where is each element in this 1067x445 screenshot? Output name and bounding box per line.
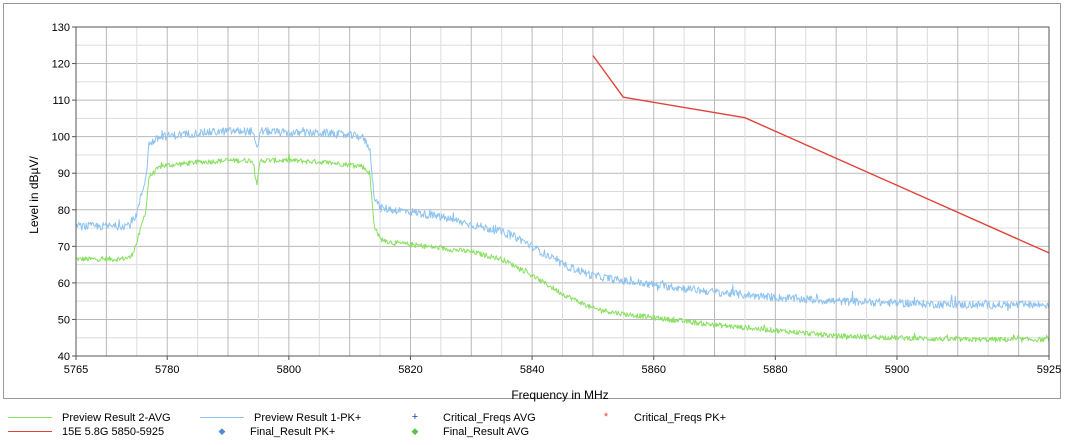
x-tick-label: 5925: [1037, 364, 1061, 376]
legend-label-final-pk: Final_Result PK+: [250, 425, 336, 438]
legend-item-final-pk: ◆ Final_Result PK+: [200, 425, 336, 438]
legend-label-preview-avg: Preview Result 2-AVG: [62, 411, 171, 424]
x-tick-label: 5840: [520, 364, 544, 376]
series-line-1: [75, 126, 1050, 311]
series-line-0: [75, 153, 1050, 343]
legend: Preview Result 2-AVG Preview Result 1-PK…: [0, 408, 1067, 445]
legend-item-preview-avg: Preview Result 2-AVG: [8, 411, 171, 424]
y-tick-label: 50: [58, 314, 70, 326]
y-tick-label: 130: [52, 22, 70, 34]
legend-line-limit: [8, 431, 52, 432]
y-tick-label: 120: [52, 59, 70, 71]
legend-label-preview-pk: Preview Result 1-PK+: [254, 411, 362, 424]
legend-item-critical-avg: + Critical_Freqs AVG: [393, 411, 536, 424]
plus-icon: +: [411, 411, 419, 423]
diamond-icon: ◆: [218, 426, 226, 436]
y-tick-label: 80: [58, 205, 70, 217]
legend-item-limit: 15E 5.8G 5850-5925: [8, 425, 164, 438]
y-tick-label: 90: [58, 168, 70, 180]
x-tick-label: 5780: [155, 364, 179, 376]
series-layer: [75, 55, 1050, 343]
x-axis-label: Frequency in MHz: [511, 388, 608, 402]
diamond-icon: ◆: [411, 426, 419, 436]
x-tick-label: 5900: [885, 364, 909, 376]
asterisk-icon: *: [603, 411, 609, 423]
legend-line-preview-pk: [200, 417, 244, 418]
x-tick-label: 5880: [763, 364, 787, 376]
y-axis-label: Level in dBµV/: [27, 156, 41, 234]
plot-border: [75, 26, 1050, 357]
x-tick-label: 5860: [641, 364, 665, 376]
y-tick-label: 100: [52, 132, 70, 144]
axes: [72, 26, 1050, 360]
series-line-2: [592, 55, 1050, 254]
legend-item-critical-pk: * Critical_Freqs PK+: [584, 411, 726, 424]
x-tick-label: 5820: [398, 364, 422, 376]
legend-label-limit: 15E 5.8G 5850-5925: [62, 425, 165, 438]
x-tick-label: 5765: [64, 364, 88, 376]
y-tick-label: 40: [58, 351, 70, 363]
legend-label-final-avg: Final_Result AVG: [443, 425, 530, 438]
x-tick-label: 5800: [277, 364, 301, 376]
chart-svg: 40 50 60 70 80 90 100 110 120 130 5765 5780 5800 5820…: [27, 22, 1062, 402]
legend-label-critical-avg: Critical_Freqs AVG: [443, 411, 536, 424]
chart-frame: [3, 3, 1061, 399]
y-tick-label: 70: [58, 241, 70, 253]
legend-item-preview-pk: Preview Result 1-PK+: [200, 411, 361, 424]
legend-label-critical-pk: Critical_Freqs PK+: [634, 411, 727, 424]
legend-line-preview-avg: [8, 417, 52, 418]
y-tick-label: 60: [58, 278, 70, 290]
y-tick-label: 110: [52, 95, 70, 107]
tick-labels: 40 50 60 70 80 90 100 110 120 130 5765 5780 5800 5820…: [52, 22, 1062, 376]
legend-item-final-avg: ◆ Final_Result AVG: [393, 425, 529, 438]
